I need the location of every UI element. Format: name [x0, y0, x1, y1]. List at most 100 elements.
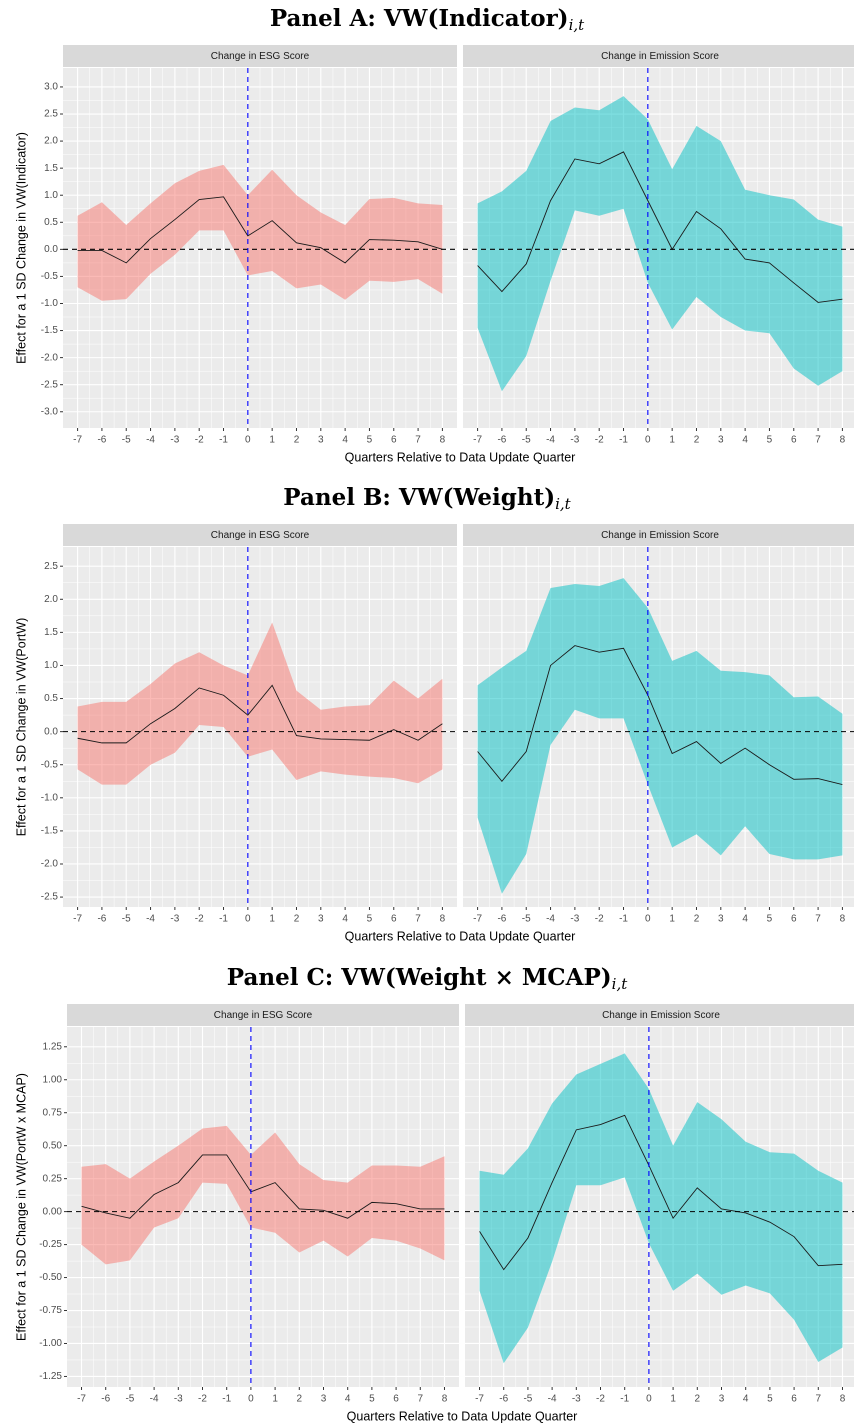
x-tick-label: 6	[791, 1394, 797, 1405]
y-tick-label: 0.5	[44, 217, 58, 228]
x-tick-label: 7	[816, 1394, 822, 1405]
x-axis-title: Quarters Relative to Data Update Quarter	[345, 450, 576, 464]
y-tick-label: -0.50	[39, 1272, 62, 1283]
x-tick-label: 1	[669, 435, 675, 446]
x-tick-label: 3	[719, 1394, 725, 1405]
y-tick-label: 1.5	[44, 163, 58, 174]
y-tick-label: 1.0	[44, 190, 58, 201]
x-tick-label: -4	[146, 914, 155, 925]
y-tick-label: 1.5	[44, 627, 58, 638]
x-tick-label: 4	[342, 435, 348, 446]
x-tick-label: 0	[646, 1394, 652, 1405]
title-text: Panel C: VW(Weight × MCAP)	[227, 964, 612, 991]
y-tick-label: -1.0	[41, 298, 59, 309]
strip-background	[63, 524, 457, 546]
estimate-line	[479, 1114, 843, 1271]
x-tick-label: -3	[570, 914, 579, 925]
title-text: Panel A: VW(Indicator)	[270, 5, 569, 32]
x-axis-title: Quarters Relative to Data Update Quarter	[345, 929, 576, 943]
x-tick-label: -7	[473, 435, 482, 446]
x-tick-label: 6	[391, 914, 397, 925]
y-axis-title: Effect for a 1 SD Change in VW(PortW x M…	[14, 1073, 28, 1341]
x-tick-label: -5	[122, 914, 131, 925]
x-tick-label: -6	[499, 1394, 508, 1405]
y-tick-label: -1.5	[41, 826, 59, 837]
x-axis-title: Quarters Relative to Data Update Quarter	[347, 1409, 578, 1423]
confidence-ribbon	[81, 1125, 445, 1265]
x-tick-label: -7	[473, 914, 482, 925]
y-tick-label: 2.5	[44, 109, 58, 120]
x-tick-label: 7	[415, 435, 421, 446]
strip-background	[463, 45, 854, 67]
x-tick-label: -2	[595, 435, 604, 446]
x-tick-label: -4	[548, 1394, 557, 1405]
x-tick-label: -7	[73, 914, 82, 925]
x-tick-label: -1	[219, 435, 228, 446]
x-tick-label: -2	[595, 914, 604, 925]
x-tick-label: -6	[101, 1394, 110, 1405]
x-tick-label: 8	[840, 914, 846, 925]
x-tick-label: 6	[791, 435, 797, 446]
x-tick-label: -3	[170, 914, 179, 925]
strip-label: Change in Emission Score	[601, 51, 719, 62]
x-tick-label: 4	[342, 914, 348, 925]
x-tick-label: -7	[77, 1394, 86, 1405]
confidence-ribbon	[77, 622, 443, 785]
x-tick-label: 7	[815, 435, 821, 446]
estimate-line	[477, 645, 843, 786]
y-tick-label: 0.75	[43, 1107, 63, 1118]
x-tick-label: 4	[743, 1394, 749, 1405]
x-tick-label: 2	[294, 435, 300, 446]
x-tick-label: 5	[767, 1394, 773, 1405]
x-tick-label: -6	[97, 435, 106, 446]
x-tick-label: 2	[695, 1394, 701, 1405]
x-tick-label: 4	[345, 1394, 351, 1405]
confidence-ribbon	[479, 1053, 843, 1364]
y-tick-label: -0.75	[39, 1305, 62, 1316]
x-tick-label: -4	[546, 435, 555, 446]
x-tick-label: -5	[125, 1394, 134, 1405]
x-tick-label: 8	[442, 1394, 448, 1405]
x-tick-label: -3	[170, 435, 179, 446]
y-tick-label: -1.00	[39, 1338, 62, 1349]
x-tick-label: 6	[391, 435, 397, 446]
x-tick-label: 3	[318, 435, 324, 446]
y-tick-label: -1.5	[41, 325, 59, 336]
estimate-line	[81, 1154, 445, 1219]
y-tick-label: -0.25	[39, 1239, 62, 1250]
x-tick-label: 2	[294, 914, 300, 925]
y-tick-label: 0.0	[44, 244, 58, 255]
x-tick-label: -5	[523, 1394, 532, 1405]
y-tick-label: -2.0	[41, 352, 59, 363]
x-tick-label: -3	[174, 1394, 183, 1405]
x-tick-label: 5	[767, 914, 773, 925]
confidence-ribbon	[77, 164, 443, 301]
x-tick-label: 5	[369, 1394, 375, 1405]
x-tick-label: 5	[367, 914, 373, 925]
y-axis-title: Effect for a 1 SD Change in VW(Indicator…	[14, 132, 28, 364]
x-tick-label: 3	[318, 914, 324, 925]
x-tick-label: 5	[767, 435, 773, 446]
y-tick-label: -3.0	[41, 406, 59, 417]
x-tick-label: -4	[146, 435, 155, 446]
x-tick-label: -4	[150, 1394, 159, 1405]
x-tick-label: 3	[718, 435, 724, 446]
x-tick-label: 8	[840, 435, 846, 446]
x-tick-label: 1	[669, 914, 675, 925]
x-tick-label: 5	[367, 435, 373, 446]
y-tick-label: -2.0	[41, 859, 59, 870]
y-tick-label: 2.0	[44, 594, 58, 605]
x-tick-label: 7	[415, 914, 421, 925]
x-tick-label: 0	[245, 435, 251, 446]
x-tick-label: 0	[645, 435, 651, 446]
strip-background	[63, 45, 457, 67]
y-tick-label: -0.5	[41, 271, 59, 282]
x-tick-label: -2	[195, 435, 204, 446]
strip-background	[463, 524, 854, 546]
y-tick-label: -1.25	[39, 1371, 62, 1382]
x-tick-label: 0	[645, 914, 651, 925]
title-subscript: i,t	[612, 975, 629, 993]
title-text: Panel B: VW(Weight)	[283, 484, 555, 511]
estimate-line	[77, 196, 443, 264]
